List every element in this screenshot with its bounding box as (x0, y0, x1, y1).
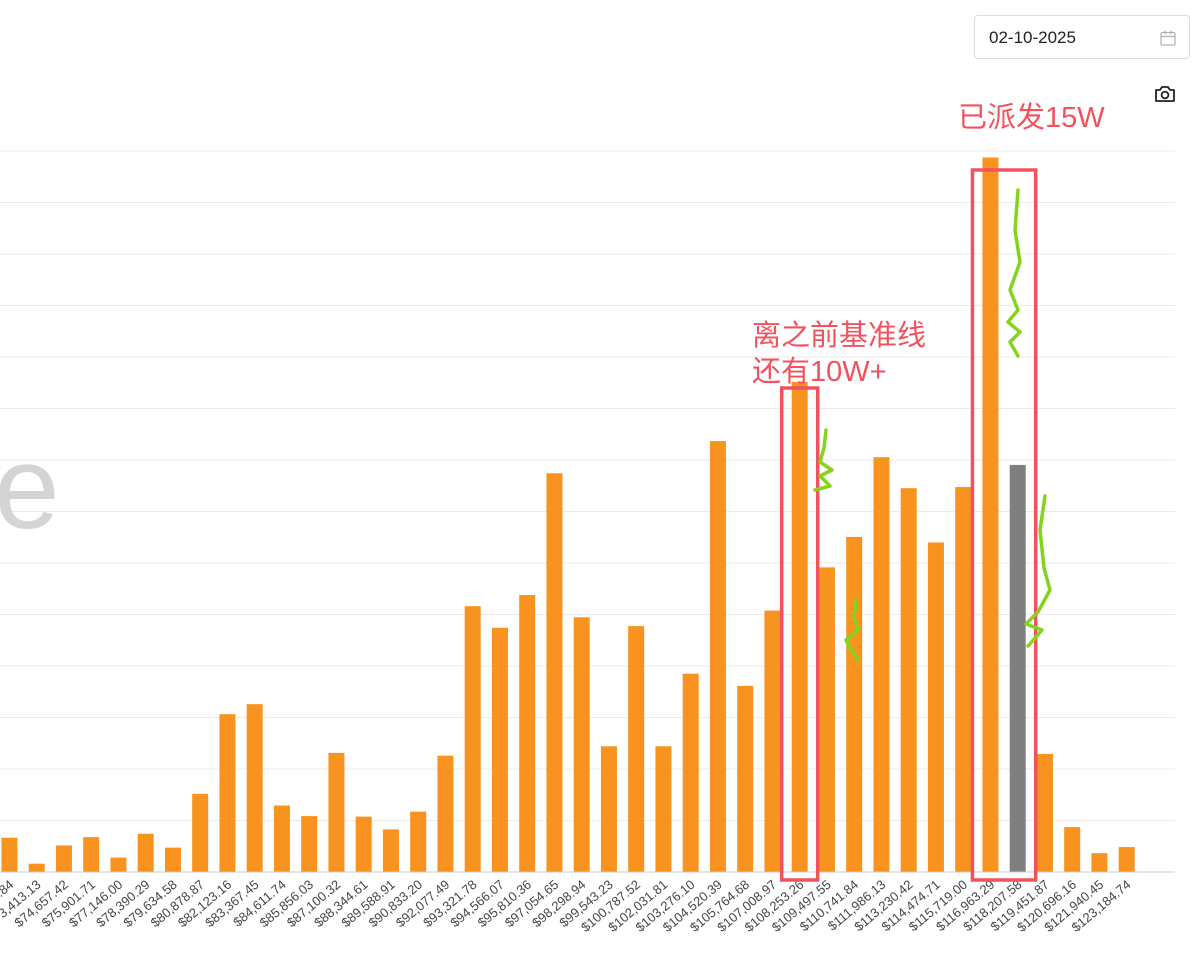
bar[interactable] (164, 847, 181, 872)
scribbles (813, 188, 1052, 662)
bar[interactable] (301, 816, 318, 872)
bar[interactable] (982, 157, 999, 873)
annotation-baseline-line1: 离之前基准线 (752, 320, 927, 352)
highlight-box-baseline (779, 386, 820, 882)
date-picker[interactable]: 02-10-2025 (974, 15, 1190, 59)
bar[interactable] (246, 704, 263, 872)
bar[interactable] (192, 793, 209, 872)
bar[interactable] (1118, 847, 1135, 872)
scribble-mark (1024, 494, 1052, 648)
camera-icon[interactable] (1154, 84, 1176, 104)
annotation-baseline: 离之前基准线 还有10W+ (752, 318, 926, 390)
bar[interactable] (955, 487, 972, 872)
scribble-mark (813, 428, 834, 492)
bar[interactable] (900, 488, 917, 872)
bar[interactable] (273, 805, 290, 872)
bar[interactable] (546, 473, 563, 872)
annotation-baseline-line2: 还有10W+ (752, 356, 887, 388)
bar[interactable] (355, 816, 372, 872)
bar[interactable] (55, 845, 72, 872)
bar[interactable] (655, 746, 672, 872)
annotation-boxes (779, 168, 1038, 882)
bar[interactable] (709, 441, 726, 872)
x-tick-labels: $70,924.55$72,168.84$73,413.13$74,657.42… (0, 877, 1134, 935)
bar[interactable] (219, 714, 236, 872)
bar[interactable] (573, 617, 590, 872)
bar[interactable] (764, 610, 781, 872)
bar[interactable] (927, 542, 944, 872)
bar[interactable] (137, 833, 154, 872)
bar[interactable] (1009, 464, 1026, 872)
bar[interactable] (873, 457, 890, 872)
bar[interactable] (1091, 853, 1108, 872)
bar[interactable] (28, 863, 45, 872)
bar[interactable] (628, 626, 645, 872)
bar[interactable] (818, 567, 835, 872)
bar[interactable] (382, 829, 399, 872)
bar[interactable] (328, 752, 345, 872)
bar[interactable] (682, 673, 699, 872)
bar[interactable] (846, 536, 863, 872)
bar[interactable] (437, 755, 454, 872)
date-picker-value: 02-10-2025 (989, 28, 1076, 47)
bar[interactable] (600, 746, 617, 872)
bar[interactable] (491, 627, 508, 872)
highlight-box-dispatched (970, 168, 1038, 882)
bar[interactable] (110, 857, 127, 872)
bar[interactable] (1064, 827, 1081, 872)
scribble-mark (1006, 188, 1022, 358)
calendar-icon (1160, 30, 1176, 46)
bar[interactable] (410, 811, 427, 872)
scribble-mark (844, 598, 860, 662)
bar[interactable] (791, 381, 808, 872)
bar[interactable] (83, 837, 100, 872)
bars (1, 157, 1135, 873)
watermark: e (0, 422, 60, 554)
bar[interactable] (519, 595, 536, 872)
bar[interactable] (1036, 754, 1053, 872)
bar[interactable] (464, 606, 481, 872)
bar[interactable] (737, 685, 754, 872)
bar[interactable] (1, 837, 18, 872)
annotation-dispatched: 已派发15W (958, 102, 1105, 134)
